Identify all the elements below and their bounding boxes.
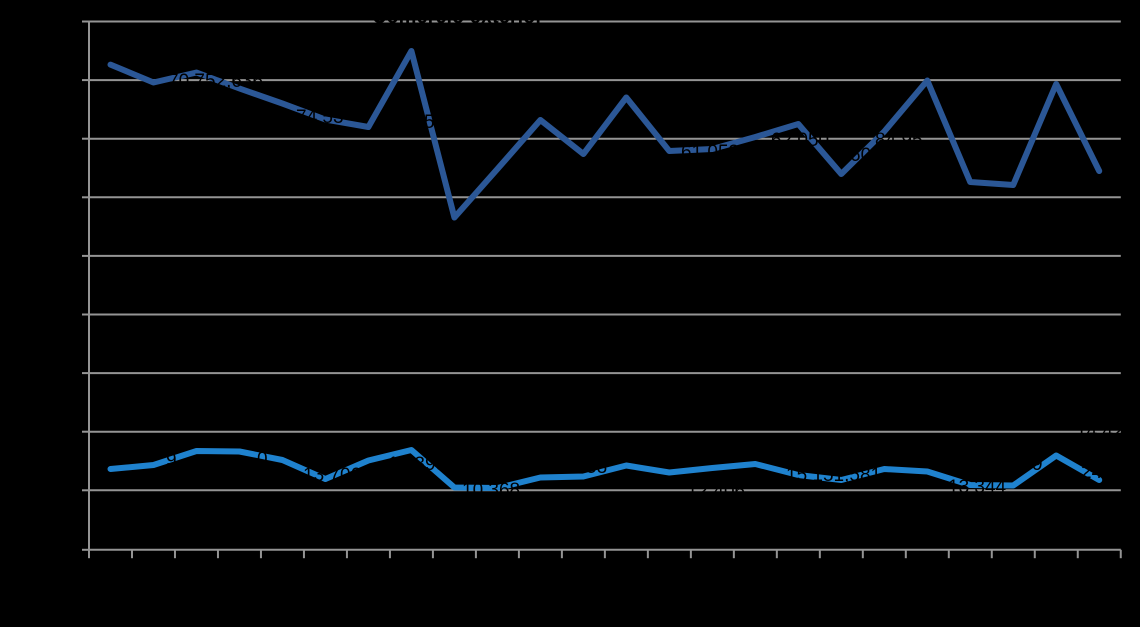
svg-text:70 752,636: 70 752,636: [168, 71, 263, 92]
svg-text:57 107: 57 107: [424, 112, 482, 133]
svg-text:Comercio exterior: Comercio exterior: [372, 6, 543, 28]
svg-text:13 344: 13 344: [948, 477, 1007, 498]
svg-text:15 151,581: 15 151,581: [786, 465, 881, 486]
svg-text:12 406: 12 406: [687, 481, 745, 502]
svg-text:242: 242: [1081, 462, 1113, 483]
svg-text:13 706: 13 706: [303, 465, 361, 486]
svg-text:9: 9: [1032, 454, 1043, 475]
svg-text:60 05: 60 05: [850, 145, 898, 166]
svg-text:16 399: 16 399: [388, 454, 446, 475]
svg-text:14 422: 14 422: [1076, 421, 1134, 442]
svg-text:9: 9: [166, 450, 177, 471]
svg-text:62 050: 62 050: [771, 130, 829, 151]
svg-text:58: 58: [586, 457, 607, 478]
svg-text:84 95: 84 95: [875, 130, 923, 151]
svg-text:74 53: 74 53: [296, 107, 344, 128]
svg-text:61 053: 61 053: [681, 142, 739, 163]
svg-text:0: 0: [257, 449, 268, 470]
svg-text:10 368: 10 368: [462, 480, 520, 501]
